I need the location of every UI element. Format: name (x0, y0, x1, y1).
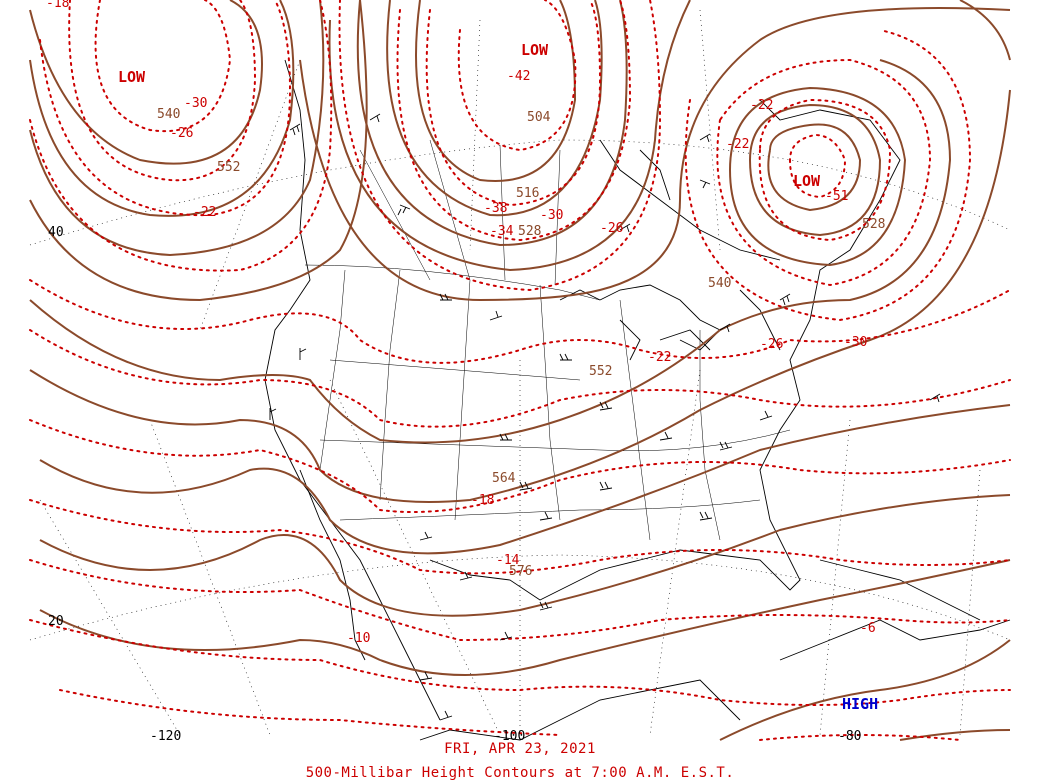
temp-label: -51 (825, 189, 848, 204)
low-label-pacific: LOW (118, 68, 146, 86)
height-label: 540 (708, 276, 731, 291)
temp-label: -26 (170, 126, 193, 141)
wind-barbs (269, 113, 941, 721)
height-labels: 540 552 504 516 528 540 552 564 576 528 (157, 107, 885, 579)
temp-label: -10 (347, 631, 370, 646)
latitude-label: 40 (48, 225, 64, 240)
temp-label: -26 (600, 221, 623, 236)
temp-label: -30 (184, 96, 207, 111)
longitude-label: -120 (150, 729, 181, 744)
temp-label: -34 (490, 224, 514, 239)
longitude-label: -80 (838, 729, 861, 744)
temp-label: -22 (726, 137, 749, 152)
height-label: 540 (157, 107, 180, 122)
map-date: FRI, APR 23, 2021 (444, 741, 596, 757)
latitude-label: 20 (48, 614, 64, 629)
map-title: 500-Millibar Height Contours at 7:00 A.M… (305, 765, 735, 781)
isotherms (29, 0, 1011, 741)
temp-label: -18 (46, 0, 69, 11)
height-label: 504 (527, 110, 551, 125)
temp-label: -14 (496, 553, 520, 568)
temp-label: -22 (648, 350, 671, 365)
height-label: 552 (217, 160, 240, 175)
graticule-labels: 40 20 -120 -100 -80 (48, 225, 861, 744)
height-label: 576 (509, 564, 532, 579)
high-label-caribbean: HIGH (842, 695, 878, 713)
height-label: 528 (518, 224, 541, 239)
temp-label: -30 (844, 335, 867, 350)
temperature-labels: -18 -30 -26 -22 -42 -38 -34 -30 -26 -22 … (46, 0, 876, 646)
pressure-centers: LOW LOW LOW HIGH (118, 41, 878, 713)
temp-label: -38 (484, 201, 507, 216)
height-label: 516 (516, 186, 539, 201)
temp-label: -30 (540, 208, 563, 223)
temp-label: -6 (860, 621, 876, 636)
temp-label: -18 (471, 493, 494, 508)
political-borders (304, 139, 791, 541)
graticule (29, 9, 1011, 736)
temp-label: -42 (507, 69, 530, 84)
height-label: 564 (492, 471, 516, 486)
temp-label: -26 (760, 337, 783, 352)
height-label: 528 (862, 217, 885, 232)
temp-label: -22 (193, 205, 216, 220)
height-label: 552 (589, 364, 612, 379)
longitude-label: -100 (494, 729, 525, 744)
temp-label: -22 (750, 98, 773, 113)
low-label-quebec: LOW (793, 172, 821, 190)
low-label-canada: LOW (521, 41, 549, 59)
height-contours (29, 0, 1011, 741)
